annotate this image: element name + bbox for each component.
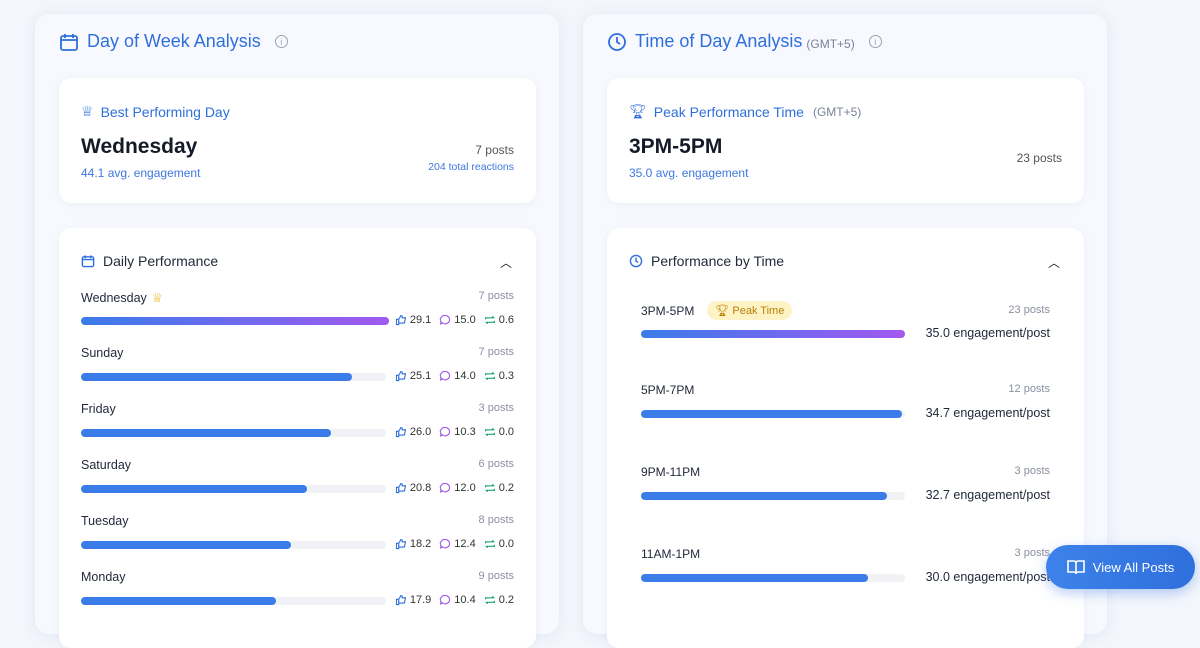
day-of-week-panel: Day of Week Analysis i ♕ Best Performing D… bbox=[35, 14, 559, 648]
info-icon[interactable]: i bbox=[274, 35, 288, 48]
share-icon bbox=[484, 427, 495, 437]
info-icon[interactable]: i bbox=[868, 35, 882, 48]
peak-time-badge: 🏆︎ Peak Time bbox=[707, 301, 793, 320]
view-all-posts-button[interactable]: View All Posts bbox=[1046, 545, 1195, 589]
like-icon bbox=[395, 538, 407, 550]
best-day: Wednesday bbox=[81, 135, 198, 158]
crown-icon: ♕ bbox=[151, 291, 164, 305]
daily-performance-card: Daily Performance ︿ Wednesday ♕ 7 posts 2… bbox=[59, 228, 536, 648]
share-icon bbox=[484, 371, 495, 381]
engagement-bar bbox=[81, 541, 386, 549]
engagement-bar-fill bbox=[81, 317, 389, 325]
best-day-card: ♕ Best Performing Day Wednesday 44.1 avg.… bbox=[59, 78, 536, 203]
share-icon bbox=[484, 315, 495, 325]
time-row: 5PM-7PM 12 posts 34.7 engagement/post bbox=[641, 383, 1050, 420]
engagement-bar bbox=[641, 492, 905, 500]
comment-icon bbox=[440, 538, 451, 549]
share-icon bbox=[484, 483, 495, 493]
engagement-bar-fill bbox=[81, 485, 307, 493]
panel-title: Day of Week Analysis i bbox=[59, 31, 288, 52]
engagement-bar bbox=[81, 317, 389, 325]
like-icon bbox=[395, 482, 407, 494]
engagement-bar-fill bbox=[641, 330, 905, 338]
share-icon bbox=[484, 595, 495, 605]
day-row: Sunday 7 posts 25.1 14.0 0.3 bbox=[81, 346, 514, 382]
day-row: Wednesday ♕ 7 posts 29.1 15.0 0.6 bbox=[81, 290, 514, 326]
time-row: 9PM-11PM 3 posts 32.7 engagement/post bbox=[641, 465, 1050, 502]
engagement-bar-fill bbox=[81, 597, 277, 605]
like-icon bbox=[395, 426, 407, 438]
day-row: Saturday 6 posts 20.8 12.0 0.2 bbox=[81, 458, 514, 494]
calendar-icon bbox=[81, 255, 95, 268]
time-row: 3PM-5PM 🏆︎ Peak Time 23 posts 35.0 engage… bbox=[641, 301, 1050, 341]
engagement-bar-fill bbox=[641, 492, 887, 500]
calendar-icon bbox=[60, 33, 78, 51]
engagement-bar bbox=[641, 410, 905, 418]
like-icon bbox=[395, 370, 407, 382]
book-icon bbox=[1066, 560, 1085, 575]
engagement-bar-fill bbox=[641, 574, 869, 582]
day-row: Monday 9 posts 17.9 10.4 0.2 bbox=[81, 570, 514, 606]
engagement-bar bbox=[81, 597, 386, 605]
panel-title: Time of Day Analysis (GMT+5) i bbox=[607, 31, 882, 52]
engagement-bar bbox=[81, 485, 386, 493]
time-of-day-panel: Time of Day Analysis (GMT+5) i 🏆︎ Peak Perf… bbox=[583, 14, 1107, 648]
engagement-bar bbox=[641, 330, 905, 338]
engagement-bar-fill bbox=[81, 429, 332, 437]
engagement-bar-fill bbox=[81, 541, 292, 549]
engagement-bar bbox=[641, 574, 905, 582]
engagement-bar-fill bbox=[81, 373, 353, 381]
collapse-chevron-icon[interactable]: ︿ bbox=[1047, 256, 1060, 270]
collapse-chevron-icon[interactable]: ︿ bbox=[499, 256, 512, 270]
crown-icon: ♕ bbox=[81, 103, 94, 119]
day-row: Tuesday 8 posts 18.2 12.4 0.0 bbox=[81, 514, 514, 550]
day-row: Friday 3 posts 26.0 10.3 0.0 bbox=[81, 402, 514, 438]
peak-time: 3PM-5PM bbox=[629, 135, 723, 158]
engagement-bar bbox=[81, 373, 386, 381]
comment-icon bbox=[440, 594, 451, 605]
performance-by-time-card: Performance by Time ︿ 3PM-5PM 🏆︎ Peak Tim… bbox=[607, 228, 1084, 648]
comment-icon bbox=[440, 482, 451, 493]
comment-icon bbox=[440, 370, 451, 381]
clock-icon bbox=[608, 32, 626, 51]
engagement-bar bbox=[81, 429, 386, 437]
peak-time-card: 🏆︎ Peak Performance Time (GMT+5) 3PM-5PM 3… bbox=[607, 78, 1084, 203]
clock-icon bbox=[629, 254, 643, 268]
engagement-bar-fill bbox=[641, 410, 903, 418]
share-icon bbox=[484, 539, 495, 549]
like-icon bbox=[395, 314, 407, 326]
time-row: 11AM-1PM 3 posts 30.0 engagement/post bbox=[641, 547, 1050, 584]
trophy-icon: 🏆︎ bbox=[629, 103, 647, 119]
like-icon bbox=[395, 594, 407, 606]
comment-icon bbox=[440, 426, 451, 437]
comment-icon bbox=[440, 314, 451, 325]
